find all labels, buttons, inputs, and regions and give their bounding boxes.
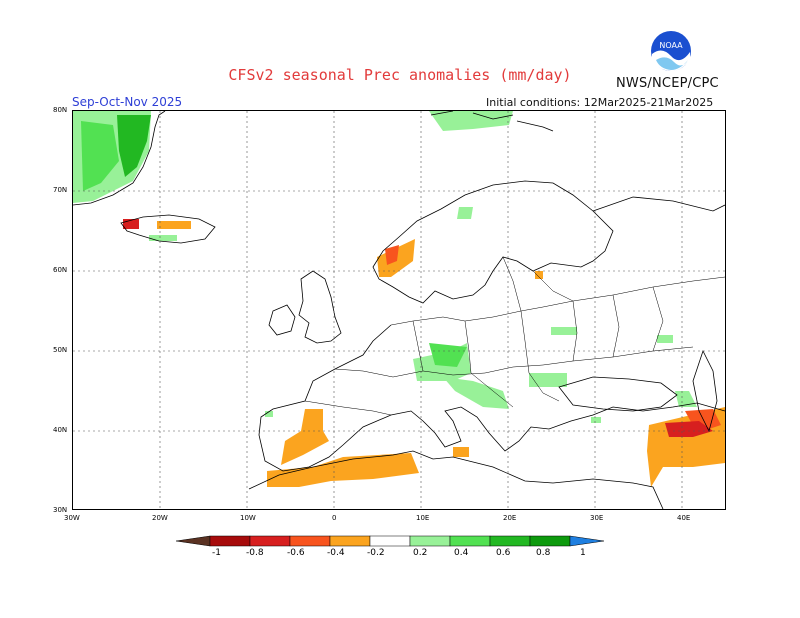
anomaly-norway-green xyxy=(457,207,473,219)
anomaly-norway-red xyxy=(385,245,399,265)
colorbar-swatch xyxy=(529,535,571,547)
anomaly-iberia xyxy=(281,409,329,465)
anomaly-iceland-green xyxy=(149,235,177,241)
anomaly-balkans xyxy=(443,377,509,409)
anomaly-ukraine xyxy=(551,327,577,335)
anomaly-russia xyxy=(657,335,673,343)
anomaly-sicily xyxy=(453,447,469,457)
anomaly-turkey-green xyxy=(591,417,601,423)
anomaly-greenland-dark xyxy=(117,115,151,177)
colorbar-label-06: 0.6 xyxy=(496,548,511,558)
anomaly-alps-mid xyxy=(429,343,467,367)
colorbar-label-1: 1 xyxy=(580,548,586,558)
colorbar-swatch xyxy=(369,535,411,547)
colorbar-arrow-right xyxy=(569,535,605,547)
colorbar-arrow-left xyxy=(175,535,211,547)
lon-label-10e: 10E xyxy=(416,514,430,522)
colorbar-swatch xyxy=(409,535,451,547)
colorbar-label-02: 0.2 xyxy=(413,548,428,558)
lat-label-50n: 50N xyxy=(53,346,68,354)
anomaly-finland xyxy=(535,271,543,279)
lat-label-80n: 80N xyxy=(53,106,68,114)
lat-label-30n: 30N xyxy=(53,506,68,514)
lat-label-70n: 70N xyxy=(53,186,68,194)
colorbar-swatch xyxy=(209,535,251,547)
map-title: CFSv2 seasonal Prec anomalies (mm/day) xyxy=(228,66,572,84)
colorbar-label-neg08: -0.8 xyxy=(246,548,264,558)
map-panel xyxy=(72,110,726,510)
colorbar-label-08: 0.8 xyxy=(536,548,551,558)
colorbar-swatch xyxy=(449,535,491,547)
colorbar-swatch xyxy=(289,535,331,547)
anomaly-caucasus-darkred xyxy=(665,421,713,437)
map-canvas xyxy=(72,110,726,510)
logo-text: NOAA xyxy=(659,41,683,50)
lon-label-30w: 30W xyxy=(64,514,80,522)
anomaly-greenland-mid xyxy=(81,121,119,191)
anomaly-caucasus-green xyxy=(675,391,697,407)
agency-label: NWS/NCEP/CPC xyxy=(616,76,719,91)
noaa-logo-icon: NOAA xyxy=(651,31,691,72)
lon-label-20w: 20W xyxy=(152,514,168,522)
anomaly-iceland-orange xyxy=(157,221,191,229)
coastlines xyxy=(72,110,726,510)
anomaly-north-africa xyxy=(267,453,419,487)
anomaly-iberia-green xyxy=(265,411,273,417)
initial-conditions-label: Initial conditions: 12Mar2025-21Mar2025 xyxy=(486,96,714,109)
colorbar-swatch xyxy=(249,535,291,547)
colorbar-label-neg06: -0.6 xyxy=(287,548,305,558)
colorbar-label-04: 0.4 xyxy=(454,548,469,558)
anomaly-patches xyxy=(73,111,725,487)
anomaly-svalbard xyxy=(429,111,513,131)
colorbar-label-neg1: -1 xyxy=(212,548,221,558)
anomaly-romania xyxy=(529,373,567,387)
colorbar-swatch xyxy=(329,535,371,547)
colorbar-label-neg02: -0.2 xyxy=(367,548,385,558)
season-label: Sep-Oct-Nov 2025 xyxy=(72,95,183,109)
colorbar-swatch xyxy=(489,535,531,547)
colorbar-swatches xyxy=(175,535,605,547)
lon-label-20e: 20E xyxy=(503,514,517,522)
lon-label-30e: 30E xyxy=(590,514,604,522)
colorbar xyxy=(175,535,605,547)
lon-label-10w: 10W xyxy=(240,514,256,522)
lat-label-60n: 60N xyxy=(53,266,68,274)
lon-label-40e: 40E xyxy=(677,514,691,522)
lat-label-40n: 40N xyxy=(53,426,68,434)
graticule xyxy=(73,111,725,509)
lon-label-0: 0 xyxy=(332,514,337,522)
colorbar-label-neg04: -0.4 xyxy=(327,548,345,558)
